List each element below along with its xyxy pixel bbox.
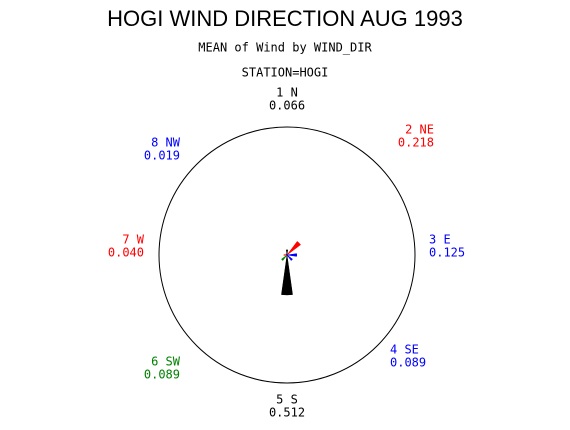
petal <box>286 249 288 256</box>
rose-circle <box>158 126 416 384</box>
value-label: 0.089 <box>144 368 180 382</box>
chart-subtitle: MEAN of Wind by WIND_DIR <box>198 41 372 55</box>
petal <box>286 241 301 256</box>
value-label: 0.512 <box>269 406 305 420</box>
petal <box>281 254 293 296</box>
petal <box>283 254 288 256</box>
station-label: STATION=HOGI <box>242 66 329 80</box>
direction-label: 7 W <box>122 233 144 247</box>
value-label: 0.089 <box>390 356 426 370</box>
value-label: 0.218 <box>398 136 434 150</box>
direction-label: 5 S <box>276 393 298 407</box>
direction-label: 3 E <box>429 233 451 247</box>
value-label: 0.019 <box>144 149 180 163</box>
value-label: 0.040 <box>108 246 144 260</box>
petal <box>286 254 293 261</box>
petal <box>285 253 288 256</box>
value-label: 0.066 <box>269 99 305 113</box>
petal <box>281 254 288 261</box>
chart-title: HOGI WIND DIRECTION AUG 1993 <box>107 6 463 31</box>
direction-label: 6 SW <box>151 355 181 369</box>
direction-label: 2 NE <box>405 123 434 137</box>
petal <box>286 253 298 257</box>
direction-label: 4 SE <box>390 343 419 357</box>
direction-label: 8 NW <box>151 136 181 150</box>
direction-label: 1 N <box>276 86 298 100</box>
value-label: 0.125 <box>429 246 465 260</box>
